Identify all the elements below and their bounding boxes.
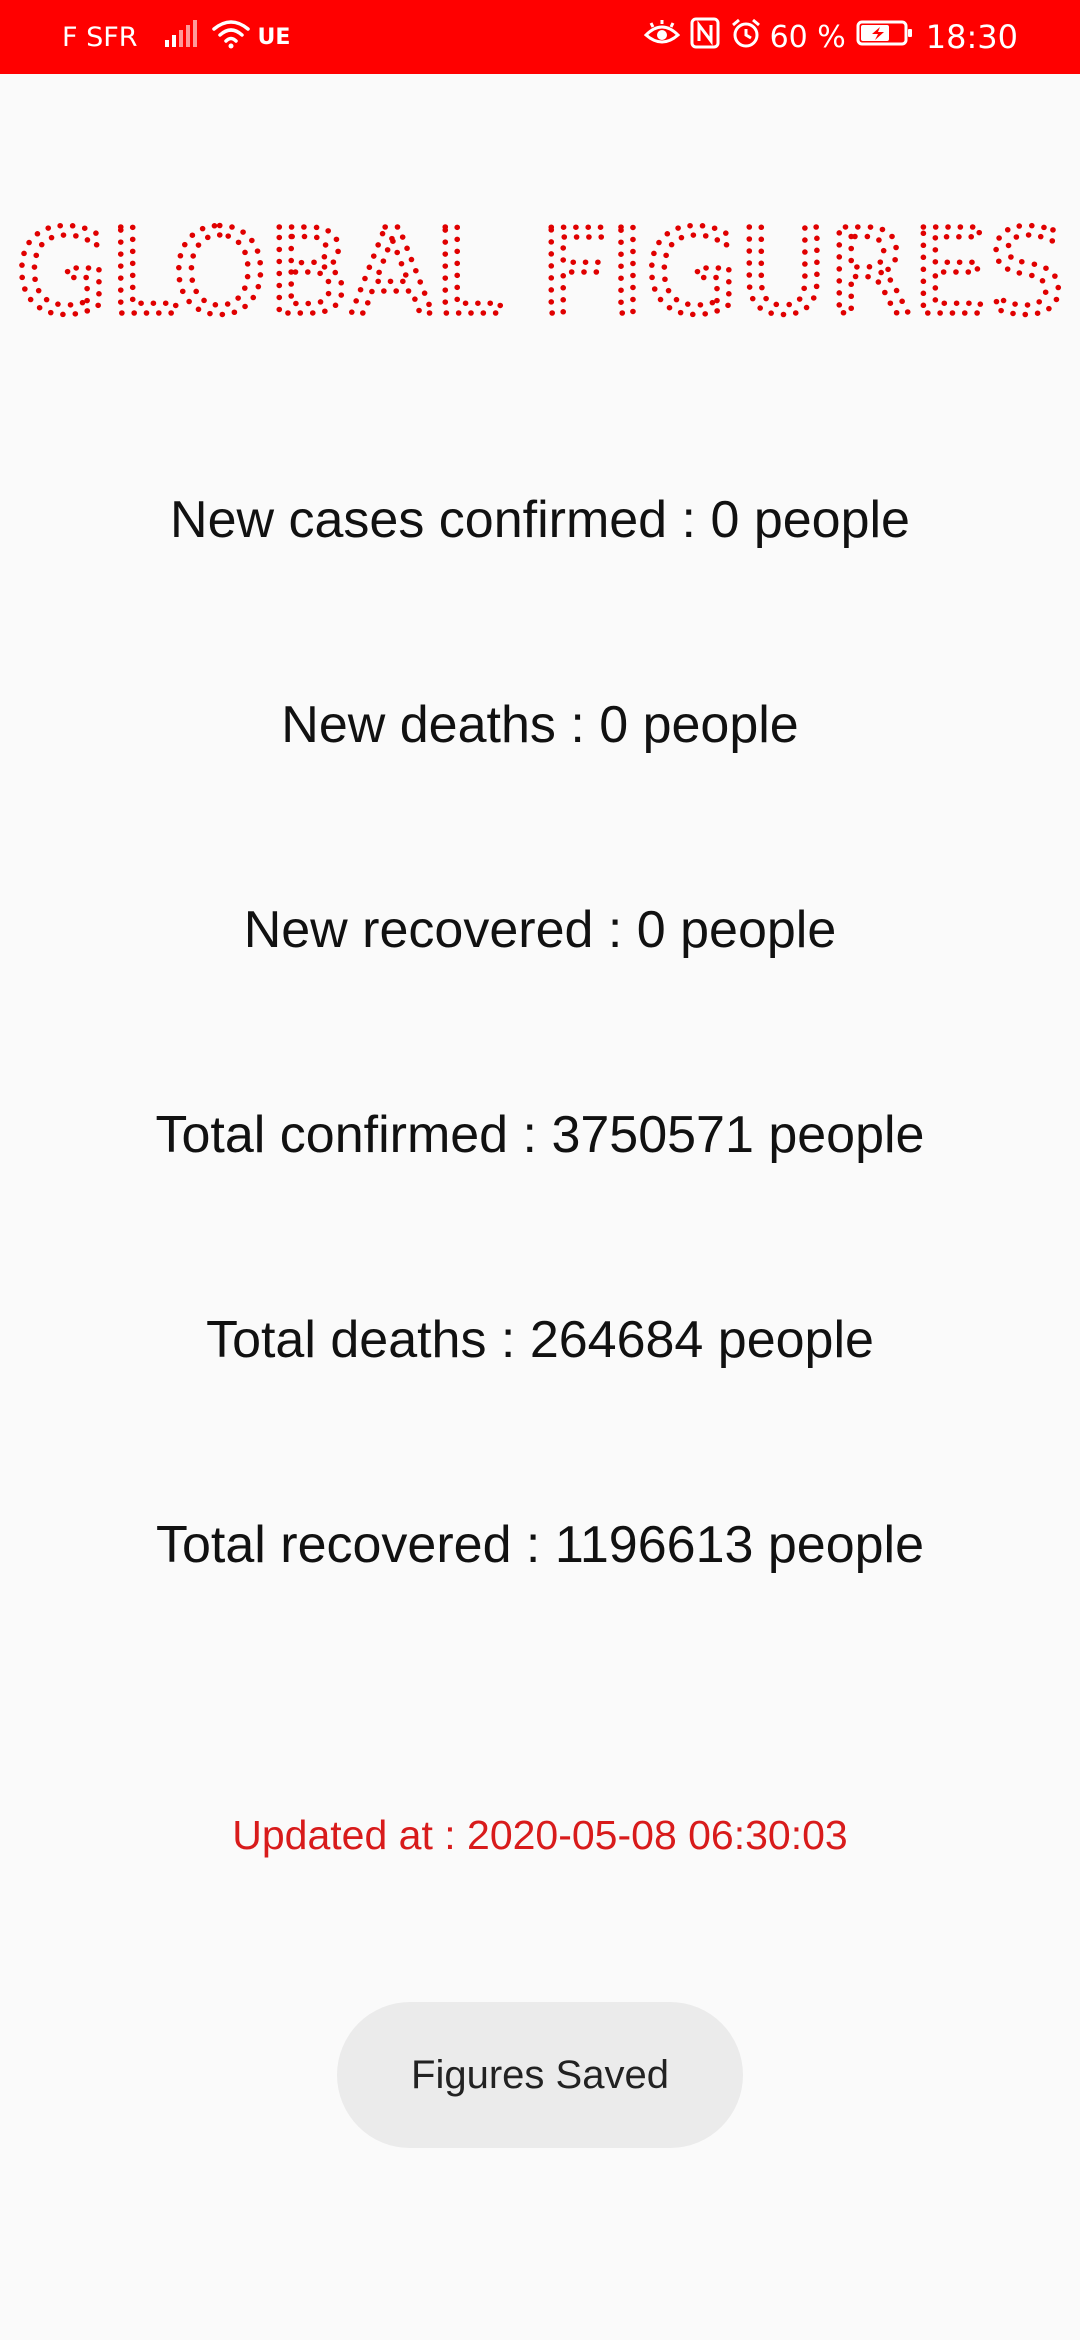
nfc-icon: [690, 17, 720, 57]
total-recovered: Total recovered : 1196613 people: [155, 1516, 925, 1574]
status-bar-right: 60 % 18:30: [634, 0, 1018, 74]
updated-at-timestamp: Updated at : 2020-05-08 06:30:03: [232, 1812, 848, 1858]
total-deaths: Total deaths : 264684 people: [206, 1311, 874, 1369]
new-cases-confirmed: New cases confirmed : 0 people: [170, 491, 910, 549]
status-bar: F SFR UE: [0, 0, 1080, 74]
clock-time: 18:30: [925, 18, 1018, 56]
eye-comfort-icon: [643, 19, 680, 55]
signal-icon: [164, 19, 198, 55]
new-deaths: New deaths : 0 people: [281, 696, 799, 754]
network-type: UE: [257, 24, 291, 50]
page-title: GLOBAL FIGURES: [0, 200, 1080, 345]
new-recovered: New recovered : 0 people: [243, 901, 837, 959]
total-confirmed: Total confirmed : 3750571 people: [155, 1106, 925, 1164]
battery-charging-icon: [856, 19, 914, 55]
status-bar-left: F SFR UE: [62, 0, 290, 74]
wifi-icon: [211, 19, 250, 56]
carrier-name: F SFR: [62, 21, 138, 53]
figures-saved-toast: Figures Saved: [337, 2002, 743, 2148]
toast-message: Figures Saved: [411, 2052, 669, 2097]
alarm-icon: [730, 17, 762, 57]
page-title-text: GLOBAL FIGURES: [15, 205, 1065, 341]
battery-percent: 60 %: [769, 19, 846, 55]
